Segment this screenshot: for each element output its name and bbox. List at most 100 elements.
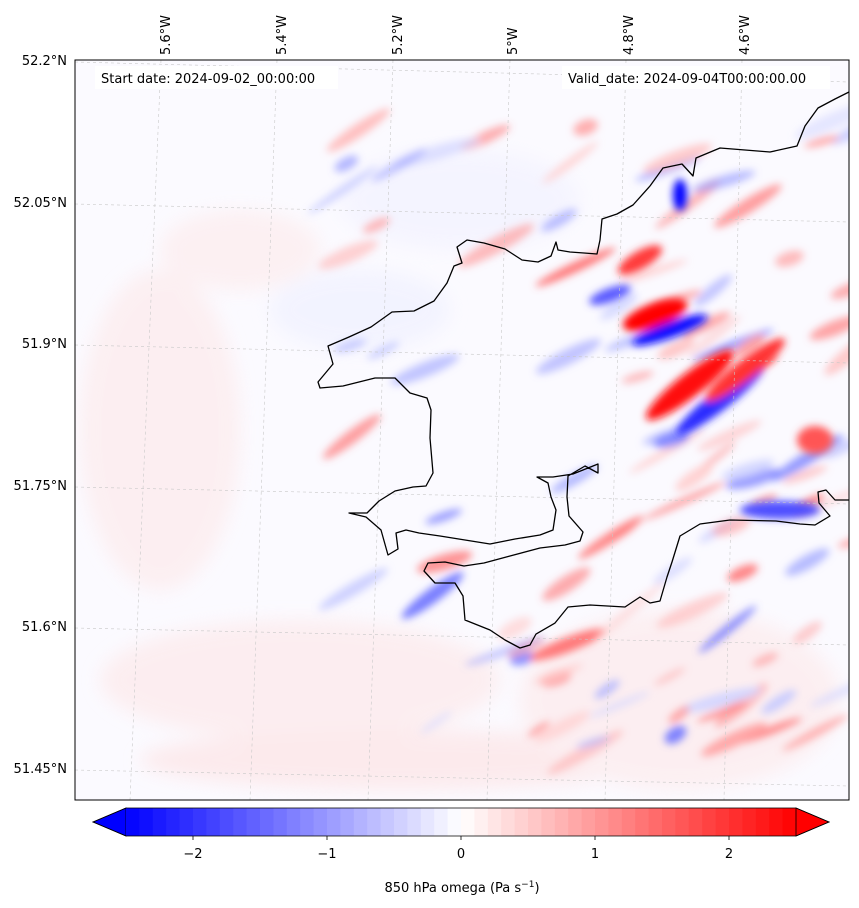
omega-field — [80, 103, 849, 790]
omega-band-positive — [739, 717, 802, 744]
colorbar-label-end: ) — [534, 881, 539, 896]
colorbar-step — [501, 808, 515, 836]
omega-band-positive — [542, 141, 598, 184]
omega-band-positive — [318, 240, 378, 270]
omega-band-positive — [621, 371, 654, 384]
omega-band-negative — [334, 155, 359, 172]
omega-band-positive — [595, 581, 665, 640]
omega-band-negative — [831, 113, 849, 145]
omega-band-positive — [573, 119, 598, 136]
colorbar-tick-label: 1 — [591, 847, 599, 862]
colorbar-step — [246, 808, 261, 836]
omega-band-positive — [782, 714, 848, 752]
colorbar-step — [353, 808, 368, 836]
omega-band-positive — [824, 334, 849, 376]
colorbar-step — [193, 808, 207, 836]
colorbar-step — [581, 808, 596, 836]
omega-band-positive — [609, 520, 639, 542]
omega-band-positive — [497, 617, 532, 640]
omega-band-negative — [588, 691, 650, 718]
colorbar-step — [648, 808, 663, 836]
omega-band-positive — [458, 223, 534, 267]
colorbar-step — [461, 808, 475, 836]
colorbar-step — [702, 808, 716, 836]
colorbar-step — [166, 808, 180, 836]
colorbar: −2 −1 0 1 2 850 hPa omega (Pa s−1) — [91, 807, 831, 896]
colorbar-step — [621, 808, 636, 836]
omega-band-positive — [534, 711, 590, 743]
omega-band-positive — [830, 279, 849, 299]
omega-band-negative — [425, 508, 462, 525]
omega-band-positive — [655, 182, 719, 229]
omega-band-positive — [700, 722, 768, 757]
omega-band-positive — [675, 464, 713, 492]
omega-band-negative — [693, 274, 732, 307]
omega-band-positive — [642, 481, 727, 521]
omega-band-positive — [657, 337, 695, 360]
omega-band-positive — [529, 628, 606, 661]
colorbar-tick-label: −2 — [183, 847, 202, 862]
omega-band-positive — [775, 250, 804, 267]
omega-band-negative — [465, 636, 546, 666]
lat-label: 51.45°N — [14, 762, 67, 777]
omega-band-negative — [725, 468, 781, 490]
colorbar-step — [327, 808, 341, 836]
colorbar-step — [273, 808, 288, 836]
coastline — [317, 91, 849, 649]
map-panel: Start date: 2024-09-02_00:00:00 Valid_da… — [74, 59, 850, 801]
colorbar-extend-low — [91, 807, 127, 837]
colorbar-step — [474, 808, 489, 836]
colorbar-step — [300, 808, 314, 836]
omega-band-positive — [617, 259, 688, 284]
omega-band-positive — [681, 311, 731, 338]
omega-band-positive — [654, 667, 686, 686]
colorbar-outline — [91, 807, 831, 837]
omega-band-positive — [668, 706, 690, 724]
map-frame — [74, 59, 850, 801]
colorbar-step — [715, 808, 730, 836]
lat-labels: 52.2°N 52.05°N 51.9°N 51.75°N 51.6°N 51.… — [14, 54, 67, 777]
colorbar-step — [447, 808, 462, 836]
omega-band-positive — [782, 465, 828, 484]
colorbar-step — [675, 808, 690, 836]
colorbar-step — [487, 808, 502, 836]
omega-band-negative — [761, 689, 797, 714]
lat-label: 52.2°N — [22, 54, 67, 69]
colorbar-step — [179, 808, 194, 836]
colorbar-step — [729, 808, 743, 836]
omega-band-negative — [307, 166, 378, 214]
omega-band-negative — [680, 687, 762, 713]
colorbar-tick-label: −1 — [317, 847, 336, 862]
omega-band-negative — [333, 338, 367, 353]
colorbar-step — [407, 808, 422, 836]
colorbar-label-sup: −1 — [521, 880, 534, 890]
omega-band-positive — [712, 516, 751, 537]
lon-label: 4.8°W — [622, 15, 637, 55]
colorbar-tick-label: 0 — [457, 847, 465, 862]
annotations: Start date: 2024-09-02_00:00:00 Valid_da… — [95, 66, 830, 89]
omega-band-positive — [734, 334, 766, 358]
colorbar-step — [233, 808, 247, 836]
omega-band-positive — [837, 535, 849, 548]
lon-label: 4.6°W — [738, 15, 753, 55]
colorbar-step — [541, 808, 556, 836]
colorbar-label: 850 hPa omega (Pa s−1) — [384, 880, 539, 896]
colorbar-step — [139, 808, 154, 836]
omega-band-negative — [653, 431, 690, 449]
colorbar-step — [206, 808, 221, 836]
colorbar-step — [152, 808, 167, 836]
colorbar-step — [688, 808, 703, 836]
lat-label: 51.9°N — [22, 337, 67, 352]
omega-band-negative — [721, 459, 775, 480]
lon-labels: 5.6°W 5.4°W 5.2°W 5°W 4.8°W 4.6°W — [159, 15, 753, 55]
omega-band-positive — [792, 621, 823, 644]
omega-band-positive — [696, 701, 748, 722]
omega-band-positive — [804, 135, 840, 148]
omega-band-positive — [714, 184, 782, 228]
omega-band-negative — [795, 103, 849, 139]
colorbar-step — [742, 808, 757, 836]
lon-label: 5°W — [506, 27, 521, 55]
colorbar-step — [286, 808, 301, 836]
lon-label: 5.2°W — [391, 15, 406, 55]
